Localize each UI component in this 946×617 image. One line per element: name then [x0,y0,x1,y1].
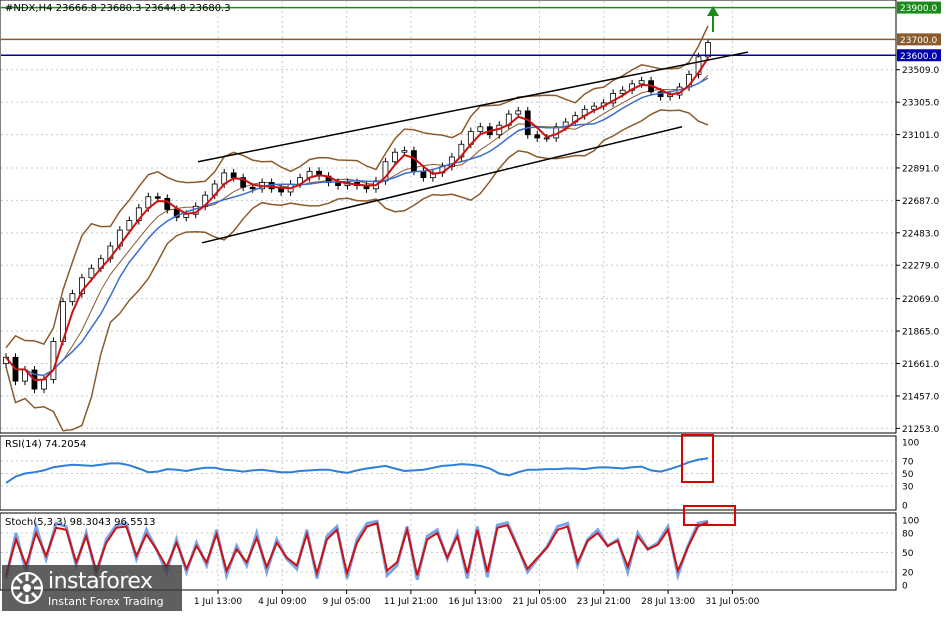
price-level-tag [897,1,941,14]
candle-body [524,110,531,136]
bollinger-lower [5,109,709,432]
up-arrow-icon [707,6,719,32]
x-tick-label: 4 Jul 09:00 [258,597,307,607]
y-tick-label: 0 [902,582,908,592]
y-tick-label: 22483.0 [902,229,939,239]
candle-body [50,340,57,380]
candle-body [126,220,133,231]
indicator-line [5,457,709,484]
y-tick-label: 50 [902,470,914,480]
stoch-title: Stoch(5,3,3) 98.3043 96.5513 [5,517,156,528]
instaforex-watermark: instaforex Instant Forex Trading [2,565,182,611]
x-tick-label: 11 Jul 21:00 [384,597,438,607]
candle-body [230,172,237,179]
candle-body [515,110,522,115]
x-tick-label: 16 Jul 13:00 [448,597,502,607]
indicator-line [5,521,709,578]
x-tick-label: 21 Jul 05:00 [513,597,567,607]
y-tick-label: 22069.0 [902,295,939,305]
candle-body [420,170,427,179]
candle-body [88,267,95,279]
channel-lower-line [201,126,683,244]
y-tick-label: 22279.0 [902,262,939,272]
y-tick-label: 50 [902,549,914,559]
y-tick-label: 100 [902,439,919,449]
channel-upper-line [197,51,749,163]
y-tick-label: 100 [902,517,919,527]
x-tick-label: 23 Jul 21:00 [577,597,631,607]
candle-body [240,177,247,188]
y-tick-label: 22687.0 [902,197,939,207]
red-moving-average [5,57,709,382]
candle-body [78,277,85,295]
candle-body [401,150,408,153]
price-level-label: 23700.0 [900,36,937,46]
watermark-name: instaforex [48,569,153,594]
y-tick-label: 21253.0 [902,425,939,435]
y-tick-label: 21457.0 [902,392,939,402]
x-tick-label: 9 Jul 05:00 [322,597,371,607]
y-tick-label: 70 [902,457,914,467]
bollinger-upper [5,25,709,349]
stoch-highlight-box [683,505,736,526]
y-tick-label: 23509.0 [902,66,939,76]
main-chart-title: #NDX,H4 23666.8 23680.3 23644.8 23680.3 [5,3,231,14]
y-tick-label: 20 [902,569,914,579]
candle-body [41,379,47,390]
y-tick-label: 21661.0 [902,360,939,370]
candle-body [477,126,484,132]
watermark-subtitle: Instant Forex Trading [48,595,164,608]
candle-body [638,80,645,85]
instaforex-logo-icon [11,572,43,604]
x-tick-label: 1 Jul 13:00 [194,597,243,607]
candle-body [610,93,617,104]
indicator-line [4,519,709,582]
y-tick-label: 21865.0 [902,328,939,338]
main-panel [0,0,897,434]
y-tick-label: 23305.0 [902,99,939,109]
price-level-tag [897,49,941,62]
y-tick-label: 0 [902,502,908,512]
y-tick-label: 30 [902,483,914,493]
x-tick-label: 31 Jul 05:00 [705,597,759,607]
candle-body [316,170,322,177]
y-tick-label: 22891.0 [902,164,939,174]
price-level-label: 23600.0 [900,52,937,62]
y-tick-label: 23101.0 [902,131,939,141]
candle-body [591,105,598,110]
candle-body [392,151,398,163]
price-level-tag [897,33,941,46]
y-tick-label: 80 [902,530,914,540]
candle-body [278,188,285,193]
candle-body [249,186,256,190]
candle-body [69,293,76,303]
rsi-title: RSI(14) 74.2054 [5,439,86,450]
candle-body [705,42,711,58]
blue-moving-average [5,77,709,377]
candle-body [619,89,626,94]
candle-body [154,196,161,199]
candle-body [543,137,550,140]
x-tick-label: 28 Jul 13:00 [641,597,695,607]
price-level-label: 23900.0 [900,4,937,14]
rsi-highlight-box [681,434,714,483]
candle-body [534,134,541,139]
